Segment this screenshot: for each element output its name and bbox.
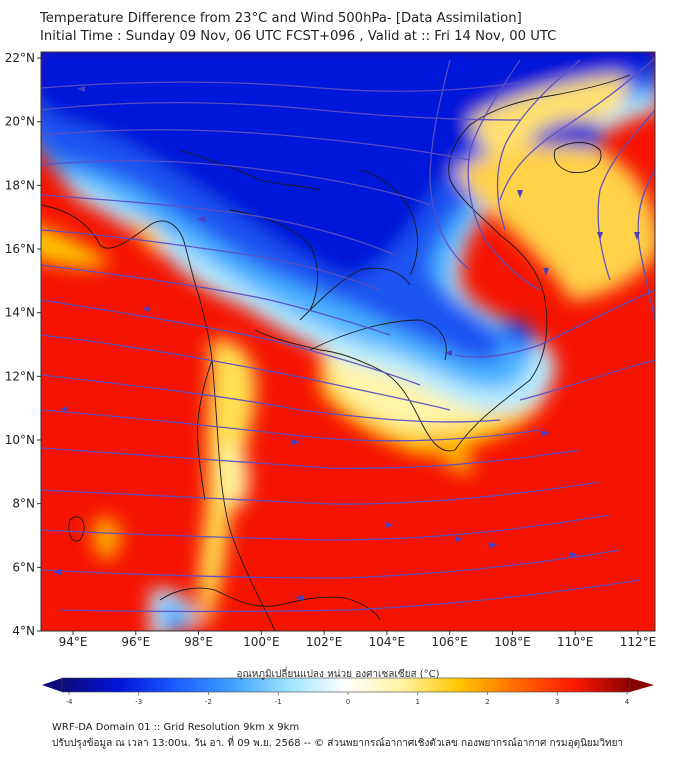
- streamline: [637, 169, 655, 321]
- wind-arrowhead: [597, 232, 603, 240]
- wind-arrowhead: [197, 216, 205, 222]
- wind-arrowhead: [517, 190, 523, 198]
- lat-tick-label: 20°N: [5, 115, 35, 129]
- lat-tick-label: 12°N: [5, 369, 35, 383]
- lon-tick-label: 98°E: [184, 635, 213, 649]
- lat-tick-label: 16°N: [5, 242, 35, 256]
- wind-arrowhead: [455, 536, 463, 542]
- streamline: [41, 101, 521, 121]
- wind-arrowhead: [542, 430, 550, 436]
- streamline: [41, 229, 381, 291]
- colorbar-tick-label: 2: [485, 698, 489, 706]
- streamline: [41, 194, 396, 256]
- streamline: [41, 374, 501, 423]
- lat-tick-label: 4°N: [12, 624, 35, 638]
- footer-grid-info: WRF-DA Domain 01 :: Grid Resolution 9km …: [52, 722, 300, 733]
- lon-tick-label: 100°E: [243, 635, 280, 649]
- colorbar-title: อุณหภูมิเปลี่ยนแปลง หน่วย องศาเซลเซียส (…: [236, 669, 440, 680]
- wind-arrowhead: [543, 268, 549, 276]
- streamline: [41, 264, 391, 336]
- lon-tick-label: 102°E: [306, 635, 343, 649]
- colorbar-tick-label: 3: [555, 698, 559, 706]
- streamline: [41, 74, 561, 92]
- wind-arrowhead: [444, 350, 452, 356]
- streamline: [41, 129, 471, 161]
- chart-title: Temperature Difference from 23°C and Win…: [40, 10, 556, 46]
- wind-streamlines: [41, 57, 655, 613]
- title-line-1: Temperature Difference from 23°C and Win…: [40, 11, 522, 26]
- lon-tick-label: 96°E: [121, 635, 150, 649]
- map-frame: [40, 51, 656, 632]
- wind-arrowhead: [570, 552, 578, 558]
- colorbar-tick-label: -2: [205, 698, 212, 706]
- lon-tick-label: 112°E: [620, 635, 657, 649]
- streamline: [59, 579, 641, 613]
- lon-tick-label: 94°E: [59, 635, 88, 649]
- lat-tick-label: 10°N: [5, 433, 35, 447]
- streamline: [41, 549, 621, 579]
- colorbar: -4 -3 -2 -1 0 1 2 3 4: [42, 677, 654, 706]
- colorbar-tick-label: -3: [135, 698, 142, 706]
- colorbar-max-extend: [630, 678, 654, 692]
- colorbar-tick-label: -4: [66, 698, 74, 706]
- streamline: [41, 299, 421, 386]
- lat-tick-label: 14°N: [5, 306, 35, 320]
- lon-tick-label: 110°E: [557, 635, 594, 649]
- streamline: [41, 514, 611, 541]
- streamline: [597, 109, 655, 281]
- wind-arrowhead: [490, 542, 498, 548]
- wind-arrowhead: [385, 522, 393, 528]
- wind-arrowhead: [634, 232, 640, 240]
- streamline: [499, 57, 655, 201]
- lon-tick-label: 104°E: [369, 635, 406, 649]
- streamline: [519, 359, 655, 401]
- colorbar-ticks: -4 -3 -2 -1 0 1 2 3 4: [66, 692, 630, 706]
- lat-tick-label: 22°N: [5, 51, 35, 65]
- streamline: [41, 334, 451, 411]
- streamline: [41, 447, 581, 469]
- latitude-axis: 22°N 20°N 18°N 16°N 14°N 12°N 10°N 8°N 6°N 4°N: [5, 51, 41, 638]
- lat-tick-label: 18°N: [5, 178, 35, 192]
- lat-tick-label: 6°N: [12, 560, 35, 574]
- colorbar-gradient: [62, 678, 630, 692]
- coastline-layer: [41, 74, 631, 631]
- colorbar-tick-label: 4: [625, 698, 630, 706]
- colorbar-tick-label: 1: [416, 698, 420, 706]
- wind-arrowhead: [295, 595, 303, 601]
- streamline: [41, 481, 601, 505]
- wind-arrowhead: [77, 86, 85, 92]
- colorbar-tick-label: 0: [346, 698, 350, 706]
- streamline: [454, 289, 655, 358]
- streamline: [41, 160, 431, 206]
- wind-arrowheads: [53, 86, 640, 601]
- temperature-field: [41, 52, 655, 631]
- footer-update-info: ปรับปรุงข้อมูล ณ เวลา 13:00น. วัน อา. ที…: [52, 738, 624, 749]
- streamline: [467, 59, 541, 291]
- colorbar-tick-label: -1: [275, 698, 282, 706]
- streamline: [496, 59, 581, 231]
- lon-tick-label: 108°E: [494, 635, 531, 649]
- colorbar-min-extend: [42, 678, 62, 692]
- wind-arrowhead: [292, 439, 300, 445]
- wind-arrowhead: [142, 306, 150, 312]
- longitude-axis: 94°E 96°E 98°E 100°E 102°E 104°E 106°E 108°E 110…: [59, 631, 657, 649]
- wind-arrowhead: [60, 406, 68, 412]
- wind-arrowhead: [53, 569, 61, 575]
- lon-tick-label: 106°E: [431, 635, 468, 649]
- streamline: [429, 59, 471, 271]
- streamline: [41, 409, 541, 442]
- lat-tick-label: 8°N: [12, 497, 35, 511]
- title-line-2: Initial Time : Sunday 09 Nov, 06 UTC FCS…: [40, 29, 557, 44]
